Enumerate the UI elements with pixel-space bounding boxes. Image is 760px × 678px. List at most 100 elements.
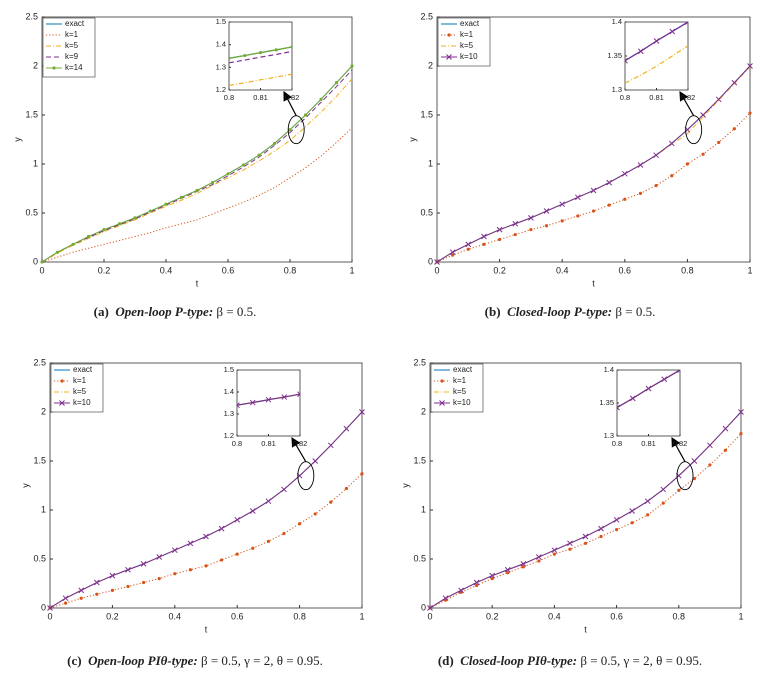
plot-area xyxy=(434,63,753,265)
marker xyxy=(234,516,241,523)
marker xyxy=(55,250,60,254)
marker xyxy=(653,152,659,159)
marker xyxy=(576,214,580,218)
marker xyxy=(218,525,225,532)
marker xyxy=(203,533,209,540)
y-tick-label: 0 xyxy=(41,602,46,612)
inset-y-tick-label: 1.35 xyxy=(599,398,614,407)
inset-x-tick-label: 0.82 xyxy=(285,93,300,102)
marker xyxy=(148,209,153,213)
marker xyxy=(281,394,288,400)
marker xyxy=(220,558,224,562)
y-tick-label: 2.5 xyxy=(413,357,426,367)
marker xyxy=(258,51,263,55)
marker xyxy=(489,572,496,579)
marker xyxy=(466,247,470,251)
marker xyxy=(747,63,753,69)
marker xyxy=(629,395,636,402)
series-line xyxy=(229,50,292,64)
marker xyxy=(109,572,116,579)
inset-y-tick-label: 1.2 xyxy=(216,85,226,94)
caption: (b) Closed-loop P-type: β = 0.5. xyxy=(485,304,656,319)
marker xyxy=(521,565,525,569)
marker xyxy=(670,174,674,178)
inset-plot xyxy=(617,370,680,411)
marker xyxy=(685,22,688,25)
inset-y-tick-label: 1.4 xyxy=(604,365,614,374)
marker xyxy=(274,48,278,52)
marker xyxy=(282,531,286,536)
y-tick-label: 2.5 xyxy=(420,11,433,21)
y-axis-label: y xyxy=(400,483,410,488)
marker xyxy=(164,202,168,206)
legend-label: k=5 xyxy=(65,41,79,50)
marker xyxy=(281,486,287,493)
legend-label: exact xyxy=(65,19,85,28)
legend-box xyxy=(437,17,491,67)
marker xyxy=(520,561,527,567)
marker xyxy=(447,33,451,37)
marker xyxy=(179,195,184,199)
marker xyxy=(350,64,354,68)
marker xyxy=(606,179,613,186)
y-tick-label: 1 xyxy=(421,504,426,514)
marker xyxy=(598,525,604,532)
marker xyxy=(691,458,698,464)
marker xyxy=(125,566,131,573)
zoom-arrow xyxy=(291,436,307,463)
marker xyxy=(544,224,549,228)
marker xyxy=(482,242,486,246)
marker xyxy=(559,201,566,208)
marker xyxy=(257,153,261,157)
inset-x-tick-label: 0.81 xyxy=(649,93,664,102)
marker xyxy=(677,370,680,373)
marker xyxy=(265,396,272,403)
marker xyxy=(229,56,231,60)
caption-name: Closed-loop P-type: xyxy=(507,304,612,319)
marker xyxy=(653,38,660,44)
series-line xyxy=(41,78,353,263)
series-line xyxy=(41,127,353,263)
marker xyxy=(512,220,519,227)
inset-box xyxy=(616,369,681,437)
marker xyxy=(329,500,333,504)
marker xyxy=(748,111,752,115)
zoom-arrow xyxy=(671,436,686,462)
x-axis-label: t xyxy=(592,278,595,288)
marker xyxy=(327,442,334,449)
inset-y-tick-label: 1.35 xyxy=(607,51,622,60)
series-line xyxy=(625,45,688,84)
caption-params: β = 0.5. xyxy=(615,304,655,319)
marker xyxy=(427,605,433,611)
inset-y-tick-label: 1.3 xyxy=(224,409,234,418)
y-tick-label: 0.5 xyxy=(33,553,46,563)
legend-label: k=5 xyxy=(460,41,474,50)
marker xyxy=(490,577,494,581)
legend-label: k=9 xyxy=(65,52,79,61)
inset-x-tick-label: 0.81 xyxy=(261,439,276,448)
x-axis-label: t xyxy=(584,624,587,634)
y-tick-label: 0 xyxy=(421,602,426,612)
series-line xyxy=(229,73,292,87)
marker xyxy=(537,559,541,563)
marker xyxy=(187,540,194,547)
x-tick-label: 0.4 xyxy=(548,611,561,621)
marker xyxy=(303,113,308,117)
marker xyxy=(110,588,114,592)
inset-y-tick-label: 1.4 xyxy=(612,17,622,26)
legend-label: k=5 xyxy=(453,387,467,396)
marker xyxy=(47,605,53,611)
legend-label: exact xyxy=(73,365,93,374)
marker xyxy=(621,170,628,177)
marker xyxy=(473,579,480,586)
marker xyxy=(701,152,705,156)
marker xyxy=(235,552,239,556)
marker xyxy=(62,595,69,602)
marker xyxy=(630,521,634,525)
inset-x-tick-label: 0.81 xyxy=(253,93,268,102)
plot-area xyxy=(427,409,744,611)
legend-label: k=10 xyxy=(73,398,91,407)
marker xyxy=(243,53,247,58)
legend-label: exact xyxy=(460,19,480,28)
